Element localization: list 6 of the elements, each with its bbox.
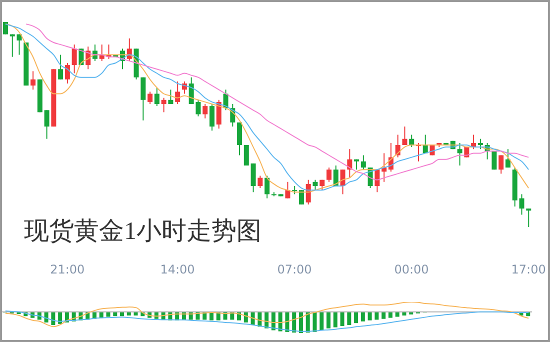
- x-tick-label: 21:00: [50, 262, 85, 277]
- x-tick-label: 14:00: [160, 262, 195, 277]
- x-tick-label: 07:00: [277, 262, 312, 277]
- x-tick-label: 17:00: [511, 262, 546, 277]
- x-tick-label: 00:00: [394, 262, 429, 277]
- text: 现货黄金1小时走势图: [24, 217, 262, 247]
